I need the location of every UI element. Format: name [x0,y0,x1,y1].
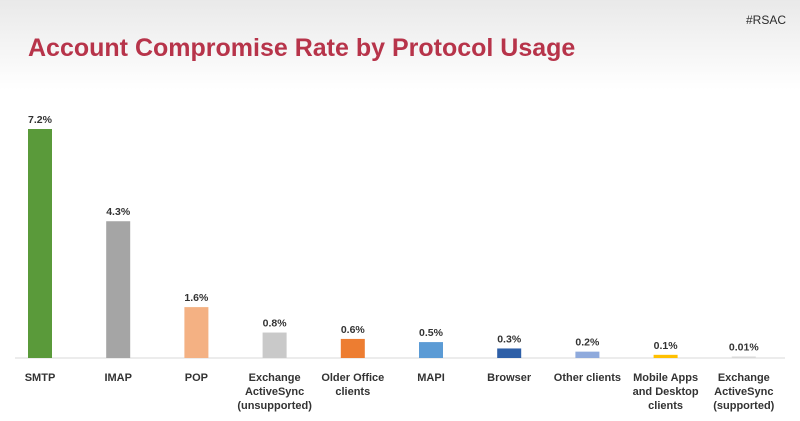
header-background [0,0,800,90]
value-label-mobile-apps-and-desktop-clients: 0.1% [654,340,679,352]
bar-mapi [419,342,443,358]
category-label-other-clients: Other clients [554,372,621,384]
value-label-exchange-activesync-supported: 0.01% [729,342,759,354]
category-labels-group: SMTP IMAP POP Exchange ActiveSync (unsupporte… [25,372,775,412]
value-label-mapi: 0.5% [419,327,444,339]
bar-pop [184,307,209,358]
bar-older-office-clients [340,338,365,358]
bar-browser [497,348,522,358]
value-label-older-office-clients: 0.6% [341,324,366,336]
bar-exchange-activesync-unsupported [262,332,287,358]
category-label-exchange-activesync-supported: Exchange ActiveSync (supported) [713,372,774,412]
bar-smtp [28,129,52,358]
value-label-pop: 1.6% [184,292,209,304]
category-label-pop: POP [185,372,208,384]
value-label-imap: 4.3% [106,206,131,218]
category-label-browser: Browser [487,372,532,384]
bars-group [28,129,756,358]
bar-other-clients [575,351,600,358]
category-label-older-office-clients: Older Office clients [321,372,384,398]
value-label-browser: 0.3% [497,333,522,345]
value-label-smtp: 7.2% [28,114,53,126]
value-labels-group: 7.2% 4.3% 1.6% 0.8% 0.6% 0.5% 0.3% 0.2% 0.1% 0.01… [28,114,759,354]
category-label-imap: IMAP [104,372,132,384]
bar-mobile-apps-and-desktop-clients [653,354,678,358]
bar-exchange-activesync-supported [731,356,756,358]
category-label-mapi: MAPI [417,372,445,384]
category-label-exchange-activesync-unsupported: Exchange ActiveSync (unsupported) [237,372,312,412]
value-label-exchange-activesync-unsupported: 0.8% [263,318,288,330]
value-label-other-clients: 0.2% [575,337,600,349]
chart-title: Account Compromise Rate by Protocol Usag… [28,34,576,62]
bar-imap [106,221,131,358]
category-label-smtp: SMTP [25,372,56,384]
category-label-mobile-apps-and-desktop-clients: Mobile Apps and Desktop clients [633,372,699,412]
hashtag-label: #RSAC [745,13,786,27]
